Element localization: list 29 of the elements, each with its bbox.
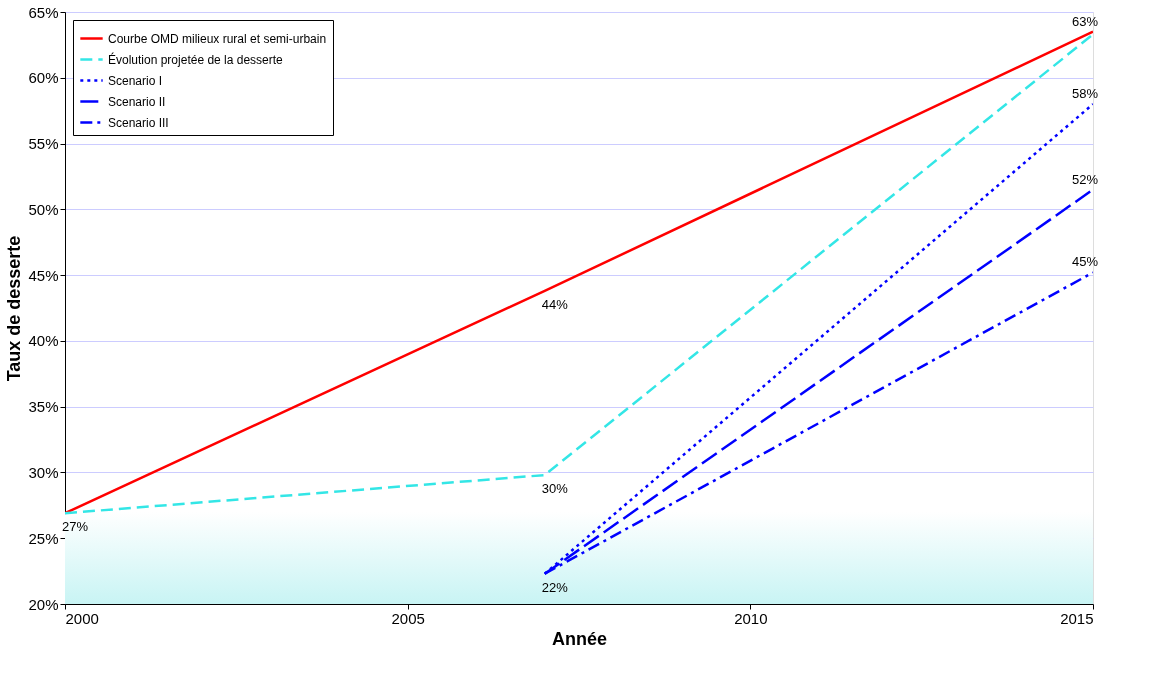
y-tick-label: 35% (28, 398, 59, 416)
y-tick-label: 50% (28, 200, 59, 218)
legend-label: Courbe OMD milieux rural et semi-urbain (108, 31, 327, 46)
y-tick-label: 25% (28, 529, 59, 547)
data-label: 45% (1071, 254, 1099, 270)
data-label: 27% (61, 519, 89, 535)
legend-label: Scenario II (108, 94, 166, 109)
y-tick-label: 60% (28, 69, 59, 87)
y-tick-label: 40% (28, 332, 59, 350)
y-tick-label: 55% (28, 135, 59, 153)
y-tick-label: 20% (28, 595, 59, 613)
x-tick-label: 2000 (65, 609, 99, 627)
data-label: 52% (1071, 171, 1099, 187)
data-label: 44% (541, 296, 569, 312)
y-axis-title: Taux de desserte (4, 235, 25, 382)
x-axis-title: Année (551, 628, 608, 649)
legend-label: Scenario III (108, 115, 169, 130)
data-label: 22% (541, 579, 569, 595)
y-tick-label: 65% (28, 3, 59, 21)
y-tick-label: 30% (28, 463, 59, 481)
legend-label: Scenario I (108, 73, 163, 88)
data-label: 58% (1071, 86, 1099, 102)
x-tick-label: 2005 (391, 609, 425, 627)
legend-label: Évolution projetée de la desserte (108, 51, 284, 67)
y-tick-label: 45% (28, 266, 59, 284)
data-label: 63% (1071, 13, 1099, 29)
x-tick-label: 2015 (1060, 609, 1094, 627)
x-tick-label: 2010 (734, 609, 768, 627)
data-label: 30% (541, 481, 569, 497)
